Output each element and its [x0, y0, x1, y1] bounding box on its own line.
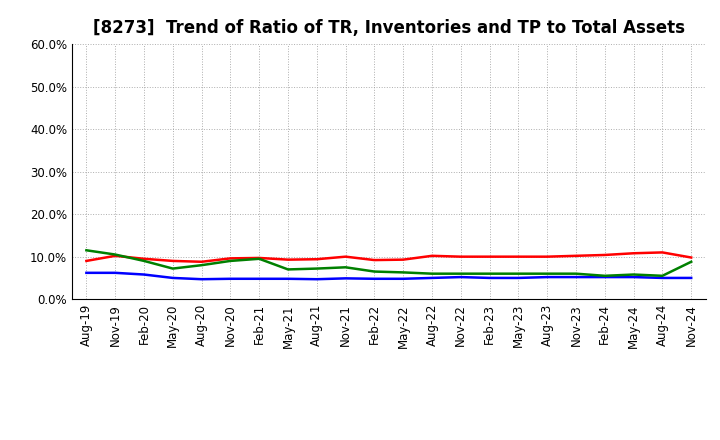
- Trade Payables: [255, 256, 264, 261]
- Inventories: [341, 276, 350, 281]
- Trade Payables: [456, 271, 465, 276]
- Trade Payables: [140, 258, 148, 264]
- Inventories: [687, 275, 696, 281]
- Trade Receivables: [428, 253, 436, 258]
- Inventories: [456, 275, 465, 280]
- Trade Receivables: [687, 255, 696, 260]
- Trade Receivables: [341, 254, 350, 259]
- Trade Payables: [168, 266, 177, 271]
- Inventories: [197, 277, 206, 282]
- Trade Receivables: [658, 250, 667, 255]
- Trade Receivables: [543, 254, 552, 259]
- Trade Payables: [600, 273, 609, 279]
- Trade Receivables: [600, 252, 609, 257]
- Inventories: [428, 275, 436, 281]
- Trade Receivables: [485, 254, 494, 259]
- Trade Receivables: [255, 255, 264, 260]
- Line: Trade Payables: Trade Payables: [86, 250, 691, 276]
- Trade Receivables: [226, 256, 235, 261]
- Trade Receivables: [572, 253, 580, 258]
- Trade Receivables: [399, 257, 408, 262]
- Trade Receivables: [82, 258, 91, 264]
- Inventories: [255, 276, 264, 282]
- Inventories: [629, 275, 638, 280]
- Trade Receivables: [168, 258, 177, 264]
- Inventories: [140, 272, 148, 277]
- Inventories: [543, 275, 552, 280]
- Trade Receivables: [284, 257, 292, 262]
- Trade Payables: [82, 248, 91, 253]
- Trade Payables: [485, 271, 494, 276]
- Title: [8273]  Trend of Ratio of TR, Inventories and TP to Total Assets: [8273] Trend of Ratio of TR, Inventories…: [93, 19, 685, 37]
- Trade Payables: [514, 271, 523, 276]
- Trade Payables: [197, 263, 206, 268]
- Trade Receivables: [370, 257, 379, 263]
- Trade Payables: [658, 273, 667, 279]
- Trade Receivables: [140, 256, 148, 261]
- Trade Payables: [284, 267, 292, 272]
- Trade Payables: [428, 271, 436, 276]
- Trade Payables: [341, 265, 350, 270]
- Trade Payables: [111, 252, 120, 257]
- Line: Trade Receivables: Trade Receivables: [86, 253, 691, 262]
- Trade Receivables: [514, 254, 523, 259]
- Inventories: [485, 275, 494, 281]
- Inventories: [658, 275, 667, 281]
- Inventories: [111, 270, 120, 275]
- Trade Receivables: [456, 254, 465, 259]
- Trade Payables: [629, 272, 638, 277]
- Legend: Trade Receivables, Inventories, Trade Payables: Trade Receivables, Inventories, Trade Pa…: [140, 439, 637, 440]
- Trade Receivables: [197, 259, 206, 264]
- Trade Payables: [226, 258, 235, 264]
- Inventories: [168, 275, 177, 281]
- Trade Receivables: [111, 253, 120, 258]
- Inventories: [284, 276, 292, 282]
- Inventories: [399, 276, 408, 282]
- Inventories: [370, 276, 379, 282]
- Inventories: [82, 270, 91, 275]
- Trade Payables: [399, 270, 408, 275]
- Trade Payables: [543, 271, 552, 276]
- Trade Receivables: [312, 257, 321, 262]
- Trade Payables: [687, 259, 696, 264]
- Inventories: [312, 277, 321, 282]
- Inventories: [572, 275, 580, 280]
- Inventories: [514, 275, 523, 281]
- Trade Payables: [312, 266, 321, 271]
- Inventories: [600, 275, 609, 280]
- Line: Inventories: Inventories: [86, 273, 691, 279]
- Inventories: [226, 276, 235, 282]
- Trade Payables: [370, 269, 379, 274]
- Trade Payables: [572, 271, 580, 276]
- Trade Receivables: [629, 251, 638, 256]
